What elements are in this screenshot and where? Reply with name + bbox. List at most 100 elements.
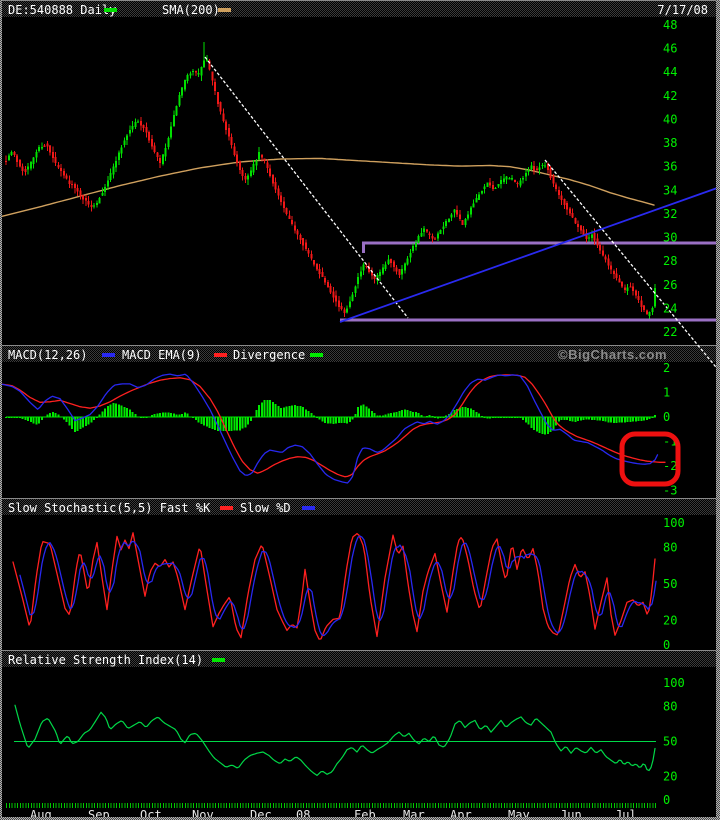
candle-up <box>500 180 503 184</box>
divergence-bar <box>183 412 186 417</box>
divergence-bar <box>307 410 310 417</box>
date-tick <box>531 803 533 808</box>
date-tick <box>8 803 10 808</box>
candle-down <box>310 254 313 259</box>
candle-down <box>645 310 648 315</box>
date-tick <box>281 803 283 808</box>
divergence-bar <box>467 408 470 417</box>
date-tick <box>242 803 244 808</box>
date-tick <box>426 803 428 808</box>
date-tick <box>135 803 137 808</box>
divergence-bar <box>197 417 200 423</box>
divergence-bar <box>24 417 27 421</box>
date-tick <box>336 803 338 808</box>
candle-up <box>651 308 654 313</box>
date-tick <box>655 803 657 808</box>
divergence-bar <box>181 413 184 417</box>
divergence-bar <box>456 408 459 417</box>
candle-down <box>266 162 269 168</box>
candle-up <box>351 294 354 302</box>
candle-down <box>552 175 555 184</box>
date-tick <box>129 803 131 808</box>
date-tick <box>179 803 181 808</box>
date-tick <box>503 803 505 808</box>
divergence-bar <box>480 415 483 417</box>
candle-down <box>16 155 19 162</box>
date-tick <box>553 803 555 808</box>
price-axis-label: 46 <box>663 42 677 56</box>
divergence-bar <box>302 407 305 417</box>
divergence-bar <box>335 417 338 424</box>
candle-down <box>271 174 274 184</box>
candle-up <box>346 308 349 313</box>
candle-up <box>120 147 123 154</box>
date-tick <box>168 803 170 808</box>
divergence-bar <box>357 407 360 417</box>
price-axis-label: 28 <box>663 254 677 268</box>
divergence-bar <box>315 417 318 418</box>
date-tick <box>292 803 294 808</box>
date-tick <box>289 803 291 808</box>
candle-up <box>101 192 104 196</box>
divergence-bar <box>117 404 120 417</box>
date-tick <box>638 803 640 808</box>
date-tick <box>446 803 448 808</box>
candle-up <box>508 178 511 180</box>
date-tick <box>55 803 57 808</box>
divergence-bar <box>313 415 316 417</box>
candle-up <box>189 73 192 76</box>
candle-up <box>10 151 13 156</box>
candle-down <box>211 71 214 81</box>
candle-down <box>560 195 563 200</box>
divergence-bar <box>390 413 393 417</box>
divergence-bar <box>527 417 530 425</box>
date-tick <box>338 803 340 808</box>
divergence-bar <box>324 417 327 424</box>
candle-up <box>178 95 181 106</box>
rsi-axis-label: 100 <box>663 676 685 690</box>
date-tick <box>550 803 552 808</box>
divergence-bar <box>376 415 379 417</box>
candle-up <box>106 180 109 187</box>
candle-down <box>318 269 321 274</box>
divergence-bar <box>428 415 431 417</box>
divergence-bar <box>557 417 560 422</box>
date-tick <box>311 803 313 808</box>
candle-down <box>76 187 79 192</box>
divergence-bar <box>612 417 615 423</box>
macd-line <box>0 373 659 484</box>
candle-up <box>436 233 439 239</box>
divergence-bar <box>420 414 423 417</box>
divergence-bar <box>373 413 376 417</box>
date-tick <box>536 803 538 808</box>
candle-up <box>137 121 140 123</box>
divergence-bar <box>27 417 30 422</box>
candle-down <box>321 271 324 277</box>
date-tick <box>333 803 335 808</box>
divergence-bar <box>249 417 252 421</box>
date-tick <box>377 803 379 808</box>
date-tick <box>314 803 316 808</box>
price-axis-label: 22 <box>663 325 677 339</box>
divergence-bar <box>142 417 145 418</box>
date-tick <box>239 803 241 808</box>
divergence-bar <box>582 417 585 421</box>
price-axis-label: 24 <box>663 301 677 315</box>
divergence-bar <box>244 417 247 428</box>
divergence-bar <box>16 417 19 419</box>
candle-down <box>621 281 624 287</box>
divergence-bar <box>145 417 148 418</box>
divergence-bar <box>51 411 54 417</box>
annotation-highlight-box <box>619 431 681 487</box>
divergence-bar <box>104 408 107 417</box>
date-tick <box>380 803 382 808</box>
candle-up <box>205 59 208 62</box>
date-tick <box>325 803 327 808</box>
candle-up <box>359 271 362 277</box>
sma-legend-dash <box>218 8 231 12</box>
divergence-bar <box>32 417 35 424</box>
divergence-bar <box>236 417 239 431</box>
date-tick <box>611 803 613 808</box>
date-tick <box>215 803 217 808</box>
